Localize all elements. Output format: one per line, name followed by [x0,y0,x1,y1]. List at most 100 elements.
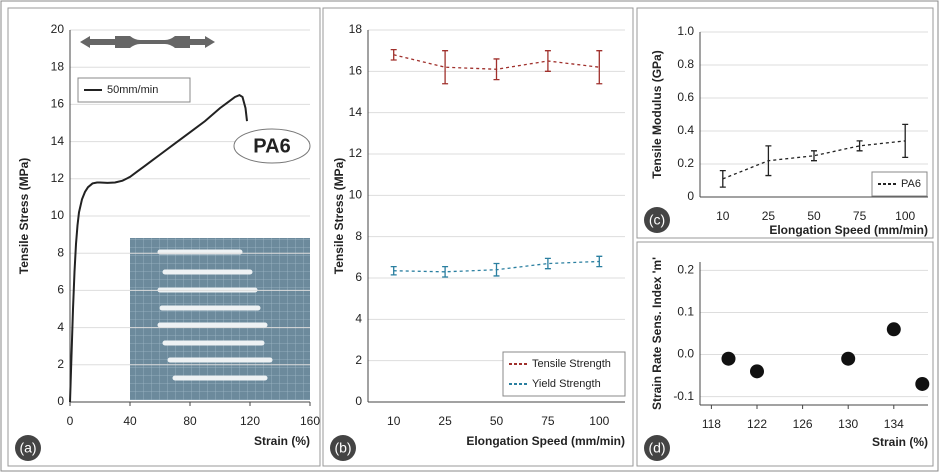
error-bar [902,123,909,159]
panel-label-badge [644,207,670,233]
y-tick-label: 6 [355,270,362,284]
series-line [69,93,248,403]
y-tick-label: 0.6 [677,90,694,104]
panel-label: (b) [334,440,351,456]
y-axis-label: Strain Rate Sens. Index 'm' [650,257,664,410]
y-tick-label: 4 [57,320,64,334]
y-tick-label: 0.1 [677,305,694,319]
point [886,322,901,337]
series-line [722,140,906,180]
x-tick-label: 75 [541,414,555,428]
annotation: PA6 [253,135,290,157]
x-tick-label: 134 [884,417,904,431]
y-tick-label: 0 [355,394,362,408]
panel-frame [636,241,934,467]
error-bar [811,150,817,162]
point [750,364,764,379]
error-bar [596,255,603,268]
x-tick-label: 50 [807,209,821,223]
panel-label-badge [330,435,356,461]
y-tick-label: 0 [57,394,64,408]
point [915,376,930,391]
x-tick-label: 126 [793,417,813,431]
x-tick-label: 75 [853,209,867,223]
panel-frame [636,7,934,239]
y-tick-label: 0.8 [677,57,694,71]
error-bar [719,169,726,188]
x-tick-label: 80 [183,414,197,428]
y-tick-label: 1.0 [677,24,694,38]
panel-label: (c) [649,212,665,228]
y-axis-label: Tensile Modulus (GPa) [650,50,664,178]
error-bar [442,50,449,85]
legend-label: 50mm/min [107,84,158,96]
x-axis-label: Elongation Speed (mm/min) [466,434,625,448]
x-tick-label: 40 [123,414,137,428]
y-tick-label: 10 [51,208,65,222]
inset-photo [130,238,310,400]
error-bar [544,257,551,270]
x-tick-label: 50 [490,414,504,428]
error-bar [390,265,397,276]
legend-label: PA6 [901,178,921,190]
y-tick-label: 12 [349,146,363,160]
y-tick-label: 0.2 [677,263,694,277]
panel-frame [322,7,634,467]
y-tick-label: 4 [355,312,362,326]
x-tick-label: 10 [387,414,401,428]
error-bar [493,58,500,81]
error-bar [765,145,772,177]
error-bar [442,265,449,278]
x-tick-label: 10 [716,209,730,223]
legend-box [871,171,928,197]
x-tick-label: 122 [747,417,767,431]
y-tick-label: 18 [51,59,65,73]
y-tick-label: 20 [51,22,65,36]
x-tick-label: 0 [67,414,74,428]
error-bar [856,140,863,152]
y-tick-label: 2 [57,357,64,371]
x-tick-label: 160 [300,414,320,428]
y-tick-label: 0.2 [677,156,694,170]
error-bar [390,48,397,61]
y-axis-label: Tensile Stress (MPa) [17,158,31,274]
y-tick-label: 8 [57,245,64,259]
panel-frame [7,7,321,467]
x-tick-label: 25 [438,414,452,428]
y-tick-label: 6 [57,283,64,297]
x-tick-label: 118 [702,417,721,431]
legend-label: Tensile Strength [532,358,611,370]
legend-box [502,351,626,397]
x-tick-label: 120 [240,414,260,428]
error-bar [596,50,603,85]
y-tick-label: 16 [349,64,363,78]
panel-label: (d) [648,440,665,456]
error-bar [493,262,500,277]
error-bar [544,50,551,72]
x-tick-label: 25 [762,209,776,223]
y-tick-label: 18 [349,22,363,36]
y-tick-label: 14 [349,105,363,119]
y-tick-label: 0.0 [677,347,694,361]
point [721,351,736,366]
y-tick-label: -0.1 [673,389,694,403]
x-tick-label: 100 [895,209,915,223]
x-axis-label: Strain (%) [254,434,310,448]
y-tick-label: 0.4 [677,123,694,137]
x-tick-label: 130 [838,417,858,431]
annotation-ellipse [233,128,311,164]
specimen-icon [80,36,215,48]
y-tick-label: 8 [355,229,362,243]
legend-label: Yield Strength [532,378,601,390]
y-axis-label: Tensile Stress (MPa) [332,158,346,274]
x-axis-label: Strain (%) [872,435,928,449]
panel-label-badge [15,435,41,461]
y-tick-label: 2 [355,353,362,367]
x-axis-label: Elongation Speed (mm/min) [769,223,928,237]
y-tick-label: 16 [51,97,65,111]
y-tick-label: 10 [349,188,363,202]
y-tick-label: 0 [687,189,694,203]
point [841,351,856,366]
